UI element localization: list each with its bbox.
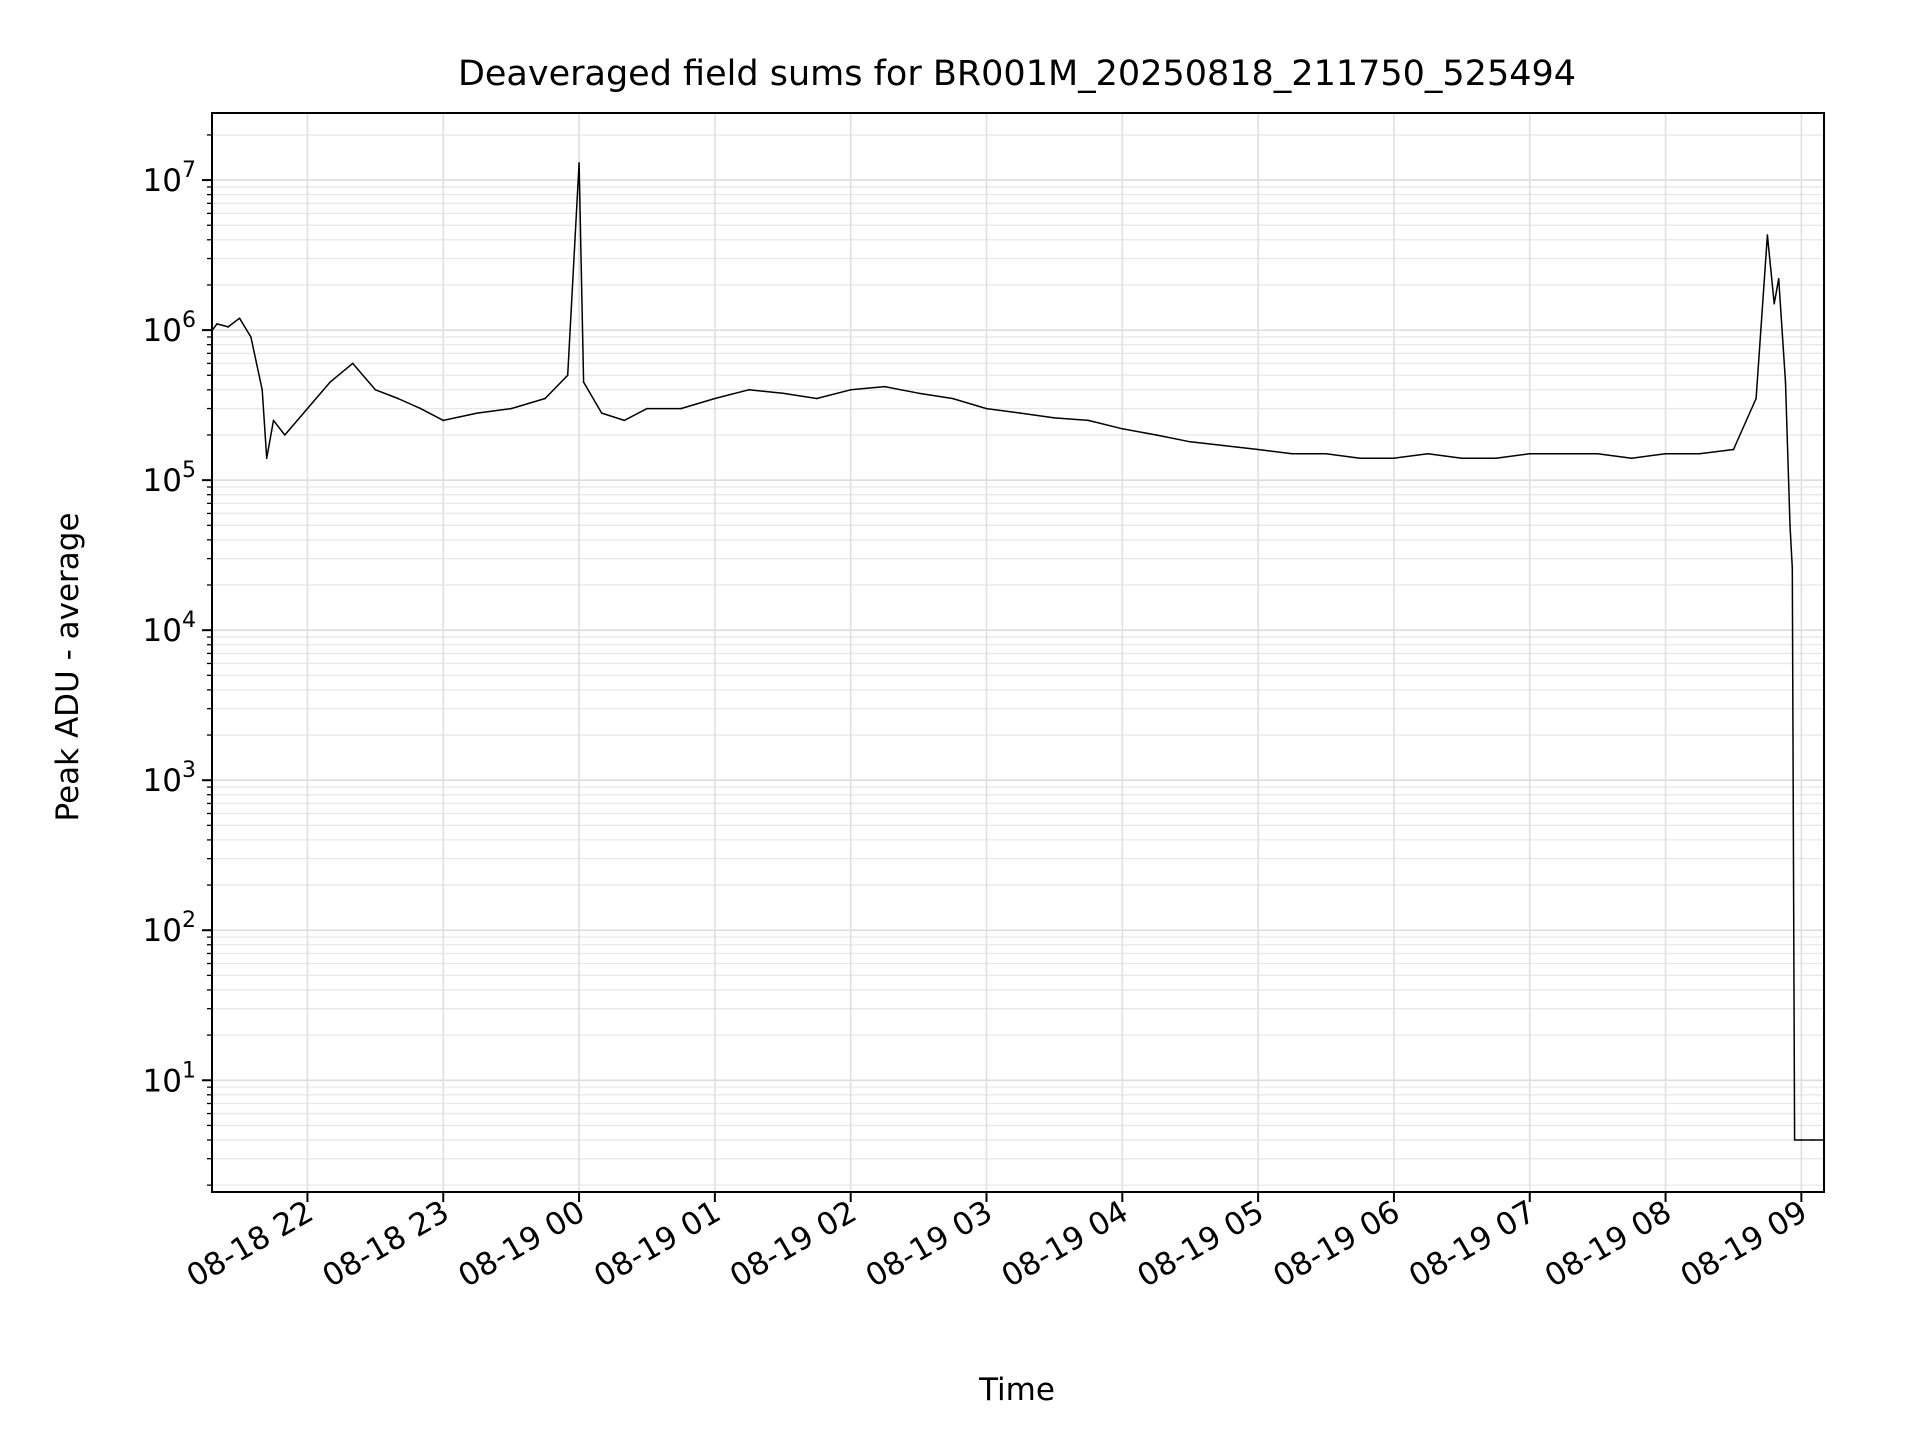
data-point — [1393, 457, 1395, 460]
data-point — [600, 412, 603, 414]
data-point — [714, 397, 716, 400]
data-point — [1789, 524, 1791, 527]
data-point — [272, 419, 275, 422]
data-point — [374, 389, 377, 391]
data-point — [985, 407, 988, 410]
series-group — [211, 162, 1825, 1141]
data-point — [1793, 1139, 1796, 1141]
data-point — [1698, 452, 1701, 455]
data-point — [1528, 452, 1531, 455]
y-tick-label: 107 — [143, 158, 196, 199]
data-point — [1664, 452, 1667, 455]
data-point — [1121, 427, 1124, 430]
data-point — [265, 457, 268, 460]
chart-title: Deaveraged field sums for BR001M_2025081… — [458, 54, 1576, 94]
data-point — [1596, 452, 1599, 455]
data-point — [1784, 381, 1787, 383]
data-point — [781, 392, 784, 394]
data-point — [238, 317, 241, 320]
data-point — [1777, 277, 1780, 280]
y-tick-label: 102 — [143, 908, 196, 949]
data-point — [1053, 417, 1056, 419]
data-point — [544, 397, 546, 400]
data-point — [1494, 457, 1497, 460]
data-point — [442, 419, 445, 422]
data-point — [1461, 457, 1463, 460]
data-point — [351, 362, 354, 365]
data-point — [849, 389, 852, 391]
grid — [212, 113, 1824, 1192]
y-tick-label: 103 — [143, 758, 196, 799]
data-point — [1630, 457, 1633, 460]
plot-area-frame — [211, 112, 1825, 1193]
y-axis-label: Peak ADU - average — [50, 512, 86, 821]
data-point — [646, 407, 648, 410]
series-line — [211, 162, 1824, 1141]
data-point — [1773, 302, 1776, 305]
data-point — [1019, 412, 1022, 414]
data-point — [1800, 1139, 1803, 1141]
data-point — [216, 323, 218, 325]
y-tick-label: 101 — [143, 1058, 196, 1099]
data-point — [1732, 448, 1735, 451]
data-point — [1155, 434, 1158, 436]
data-point — [951, 397, 954, 400]
data-point — [1755, 397, 1757, 400]
data-point — [261, 389, 263, 391]
data-point — [1766, 234, 1769, 236]
data-point — [284, 434, 286, 436]
data-point — [419, 407, 422, 410]
data-point — [476, 412, 479, 414]
data-point — [1087, 419, 1090, 422]
data-point — [1562, 452, 1565, 455]
data-point — [306, 407, 309, 410]
data-point — [1257, 448, 1259, 451]
data-point — [227, 326, 230, 328]
data-point — [748, 389, 750, 391]
data-point — [1791, 567, 1794, 569]
y-tick-label: 106 — [143, 308, 196, 349]
data-point — [815, 397, 818, 400]
data-point — [1223, 444, 1225, 447]
data-point — [566, 374, 569, 377]
data-point — [329, 381, 331, 383]
data-point — [1325, 452, 1327, 455]
x-axis-label: Time — [978, 1372, 1055, 1408]
data-point — [623, 419, 626, 422]
data-point — [917, 392, 920, 394]
data-point — [1291, 452, 1293, 455]
data-point — [510, 407, 512, 410]
data-point — [1811, 1139, 1814, 1141]
data-point — [1189, 441, 1192, 443]
y-tick-label: 104 — [143, 608, 196, 649]
data-point — [397, 397, 399, 400]
data-point — [582, 381, 585, 383]
data-point — [1427, 452, 1429, 455]
data-point — [578, 162, 580, 164]
y-tick-label: 105 — [143, 458, 196, 499]
data-point — [250, 336, 252, 338]
data-point — [680, 407, 682, 410]
data-point — [1359, 457, 1361, 460]
data-point — [883, 385, 886, 388]
